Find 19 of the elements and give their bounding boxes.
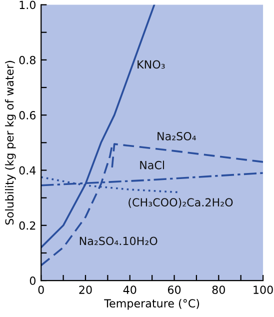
y-tick-label: 0.4 [19, 166, 36, 175]
x-tick-label: 80 [212, 286, 225, 294]
x-tick-label: 40 [123, 286, 136, 294]
y-tick-label: 0 [30, 276, 36, 285]
series-label: Na₂SO₄.10H₂O [80, 236, 158, 246]
y-tick-label: 1.0 [20, 0, 36, 10]
series-label: Na₂SO₄ [158, 132, 196, 140]
series-label: KNO₃ [138, 60, 165, 69]
series-label: (CH₃COO)₂Ca.2H₂O [128, 198, 233, 208]
y-tick-label: 0.6 [19, 111, 36, 120]
x-tick-label: 100 [254, 286, 273, 294]
y-axis-title: Solubility (kg per kg of water) [5, 60, 16, 225]
x-tick-label: 20 [79, 286, 92, 294]
x-axis-title: Temperature (°C) [104, 298, 200, 310]
y-tick-label: 0.2 [19, 221, 36, 230]
y-tick-label: 0.8 [19, 56, 36, 64]
x-tick-label: 60 [168, 286, 181, 294]
series-label: NaCl [140, 160, 164, 170]
x-tick-label: 0 [38, 286, 44, 294]
